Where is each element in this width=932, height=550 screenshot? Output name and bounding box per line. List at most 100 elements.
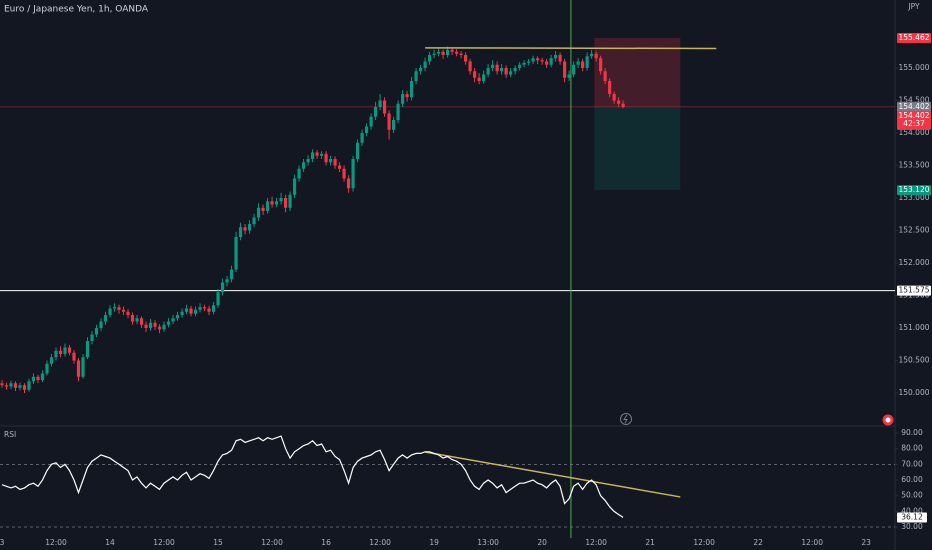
candle-body [148, 322, 153, 329]
y-tick-label: 155.000 [898, 63, 929, 72]
candle-body [27, 381, 31, 390]
candle-body [4, 385, 9, 387]
x-tick-label: 16 [321, 538, 331, 547]
candle-body [162, 324, 166, 330]
candle-body [351, 159, 355, 189]
candle-body [261, 207, 265, 212]
candle-body [337, 165, 342, 169]
candle-body [554, 54, 558, 59]
candle-body [432, 53, 436, 55]
candle-body [509, 71, 513, 75]
candle-body [189, 308, 193, 314]
candle-body [346, 178, 351, 189]
position-layer [594, 37, 681, 191]
candle-body [256, 207, 261, 218]
candle-body [220, 282, 225, 293]
candle-body [599, 58, 603, 72]
x-tick-label: 20 [537, 538, 547, 547]
candle-body [473, 71, 477, 78]
candle-body [99, 321, 103, 329]
candle-body [396, 103, 400, 120]
candle-body [585, 56, 589, 68]
y-tick-label: 150.500 [898, 356, 929, 365]
candle-body [288, 194, 292, 208]
candle-body [455, 51, 459, 54]
candle-body [540, 60, 544, 62]
candle-body [315, 152, 319, 156]
rsi-tick-label: 50.00 [901, 491, 923, 500]
candle-body [117, 307, 121, 310]
y-tick-label: 151.000 [898, 323, 929, 332]
stop-tag: 155.462 [898, 33, 929, 42]
candle-body [229, 269, 234, 280]
candle-body [522, 62, 526, 65]
candle-body [72, 352, 76, 361]
trendline [425, 47, 717, 50]
candle-body [211, 305, 216, 312]
rsi-tick-label: 80.00 [901, 444, 923, 453]
candle-body [324, 153, 328, 163]
candle-body [198, 307, 202, 310]
candle-body [581, 61, 585, 68]
x-tick-label: 19 [429, 538, 439, 547]
candle-body [360, 132, 364, 143]
candle-body [567, 74, 571, 78]
candle-body [135, 318, 139, 322]
x-tick-label: 21 [645, 538, 655, 547]
candle-body [576, 61, 580, 65]
candle-body [108, 308, 112, 316]
candle-body [572, 64, 576, 75]
candle-body [153, 322, 157, 327]
candle-body [144, 324, 148, 329]
candle-body [76, 360, 81, 377]
candle-body [468, 61, 472, 72]
stop-tag-bg [897, 32, 931, 43]
candle-body [18, 385, 22, 388]
y-tick-label: 150.000 [898, 388, 929, 397]
last-price-tag: 154.402 [898, 111, 929, 120]
candle-body [157, 326, 162, 330]
candle-body [382, 100, 387, 114]
candle-body [590, 53, 594, 57]
hline-tag: 151.575 [898, 286, 929, 295]
candle-body [436, 51, 441, 54]
stop-zone [594, 37, 681, 107]
currency: JPY [907, 2, 920, 11]
candle-body [243, 227, 247, 231]
rsi-tick-label: 70.00 [901, 459, 923, 468]
y-tick-label: 152.000 [898, 258, 929, 267]
x-tick-label: 12:00 [153, 538, 175, 547]
rsi-tick-label: 30.00 [901, 522, 923, 531]
candle-body [608, 80, 612, 94]
candle-body [459, 53, 463, 55]
candle-body [617, 100, 621, 104]
rsi-line [1, 435, 624, 518]
alert-icon[interactable] [620, 413, 632, 425]
last-price-tag-bg [897, 110, 931, 130]
candle-body [184, 308, 189, 312]
candle-body [175, 315, 180, 319]
candle-body [445, 49, 450, 55]
candle-body [310, 152, 315, 160]
candle-body [418, 67, 423, 72]
candle-body [40, 373, 45, 381]
candle-body [621, 103, 625, 107]
candle-body [319, 153, 324, 156]
candle-body [342, 168, 346, 179]
candle-body [126, 311, 130, 316]
candle-body [328, 159, 333, 163]
entry-tag: 154.402 [898, 102, 929, 111]
y-tick-label: 154.000 [898, 128, 929, 137]
rsi-trendline [424, 451, 681, 498]
hline-tag-bg [897, 285, 931, 296]
candle-body [202, 307, 207, 309]
candle-body [441, 51, 445, 55]
candle-body [400, 93, 405, 104]
x-tick-label: 12:00 [261, 538, 283, 547]
candle-body [22, 385, 27, 390]
y-tick-label: 152.500 [898, 226, 929, 235]
candle-body [252, 217, 256, 225]
candle-body [549, 58, 553, 65]
candle-body [373, 106, 378, 117]
